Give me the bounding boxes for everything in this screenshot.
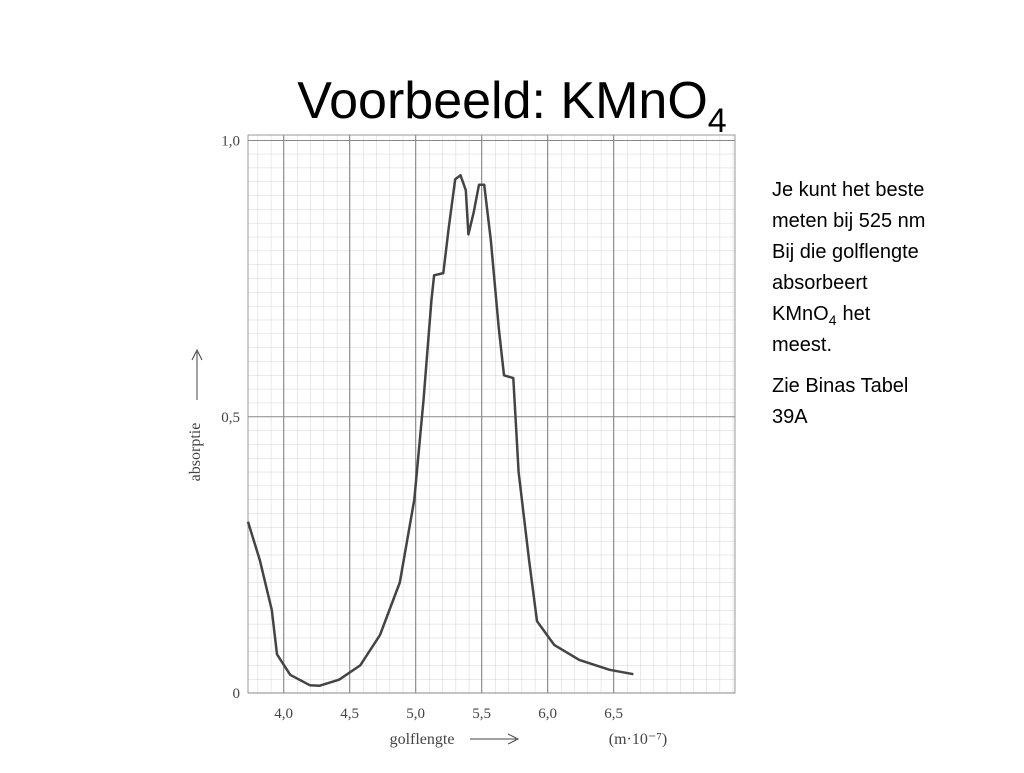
x-arrow bbox=[470, 733, 520, 745]
slide-title: Voorbeeld: KMnO4 bbox=[297, 72, 726, 140]
x-tick-label: 5,0 bbox=[406, 706, 425, 722]
x-tick-label: 4,5 bbox=[340, 706, 359, 722]
note-text: het bbox=[842, 303, 870, 325]
x-unit-label: (m·10⁻⁷) bbox=[609, 731, 667, 748]
y-tick-label: 1,0 bbox=[221, 134, 240, 150]
title-subscript: 4 bbox=[708, 102, 727, 140]
note-line: meest. bbox=[772, 334, 832, 356]
note-line: Bij die golflengte bbox=[772, 241, 919, 263]
title-text: Voorbeeld: KMnO bbox=[297, 72, 707, 130]
absorption-curve bbox=[246, 174, 634, 688]
note-line: absorbeert bbox=[772, 272, 868, 294]
note: Je kunt het beste meten bij 525 nm Bij d… bbox=[772, 179, 925, 428]
x-axis-label: golflengte bbox=[390, 731, 455, 748]
y-tick-label: 0 bbox=[233, 686, 241, 702]
y-tick-label: 0,5 bbox=[221, 410, 240, 426]
y-arrow bbox=[191, 348, 203, 400]
note-line: Je kunt het beste bbox=[772, 179, 924, 201]
x-tick-label: 6,5 bbox=[604, 706, 623, 722]
plot-area bbox=[247, 134, 736, 694]
formula: KMnO bbox=[772, 303, 829, 325]
x-tick-label: 6,0 bbox=[538, 706, 557, 722]
note-line: KMnO4 het bbox=[772, 303, 871, 328]
reference-line: Zie Binas Tabel bbox=[772, 375, 908, 397]
y-axis-label: absorptie bbox=[187, 423, 204, 482]
reference-line: 39A bbox=[772, 406, 808, 428]
x-tick-label: 5,5 bbox=[472, 706, 491, 722]
formula-subscript: 4 bbox=[829, 312, 837, 328]
x-tick-label: 4,0 bbox=[274, 706, 293, 722]
note-line: meten bij 525 nm bbox=[772, 210, 925, 232]
